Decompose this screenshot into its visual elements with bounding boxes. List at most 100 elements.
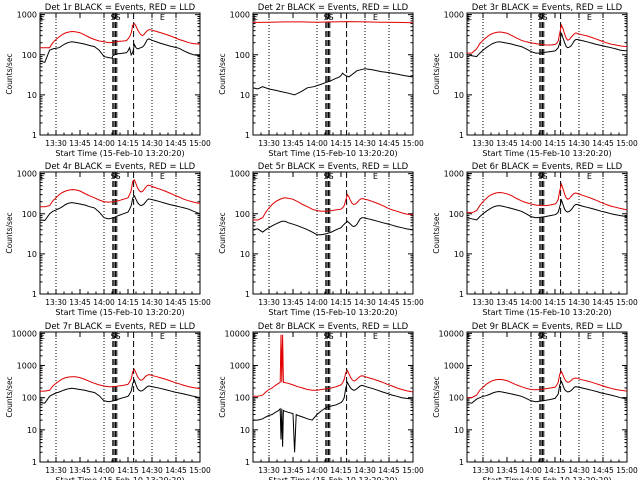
- y-axis-label: Counts/sec: [5, 212, 14, 253]
- x-tick-label: 13:45: [282, 139, 304, 148]
- chart-panel-3: Det 3r BLACK = Events, RED = LLD 1 10 100 10…: [432, 3, 638, 158]
- chart-panel-2: Det 2r BLACK = Events, RED = LLD 1 10 100 10…: [218, 3, 424, 158]
- x-tick-label: 13:30: [258, 466, 280, 475]
- y-tick-label: 10000: [439, 329, 464, 338]
- series-lld-line: [252, 21, 414, 24]
- y-axis-label: Counts/sec: [432, 212, 441, 253]
- y-tick-label: 10000: [225, 329, 250, 338]
- chart-title: Det 9r BLACK = Events, RED = LLD: [472, 322, 623, 332]
- series-events-line: [466, 32, 628, 58]
- event-marker-label: E: [40, 332, 45, 341]
- y-tick-label: 10: [240, 250, 250, 259]
- y-tick-label: 1: [459, 458, 464, 467]
- y-tick-label: 10: [454, 250, 464, 259]
- event-marker-label: E: [40, 172, 45, 181]
- x-tick-label: 14:15: [330, 466, 352, 475]
- series-lld-line: [253, 334, 414, 397]
- x-tick-label: 14:30: [141, 466, 163, 475]
- event-marker-label: SS: [323, 332, 333, 341]
- chart-panel-8: Det 8r BLACK = Events, RED = LLD 1 10 100 10…: [218, 322, 424, 480]
- event-marker-label: E: [160, 332, 165, 341]
- chart-title: Det 7r BLACK = Events, RED = LLD: [45, 322, 196, 332]
- chart-title: Det 1r BLACK = Events, RED = LLD: [45, 3, 196, 13]
- x-tick-label: 14:30: [354, 466, 376, 475]
- x-tick-label: 14:45: [378, 466, 400, 475]
- y-axis-label: Counts/sec: [432, 53, 441, 94]
- x-tick-label: 14:00: [93, 298, 115, 307]
- y-axis-label: Counts/sec: [432, 376, 441, 417]
- x-tick-label: 15:00: [616, 139, 638, 148]
- x-tick-label: 14:15: [544, 139, 566, 148]
- x-axis-label: Start Time (15-Feb-10 13:20:20): [268, 308, 397, 317]
- y-tick-label: 1: [459, 290, 464, 299]
- y-tick-label: 100: [449, 210, 464, 219]
- x-tick-label: 13:45: [69, 139, 91, 148]
- event-marker-label: E: [467, 13, 472, 22]
- x-tick-label: 13:30: [45, 466, 67, 475]
- x-tick-label: 14:30: [141, 298, 163, 307]
- x-tick-label: 13:45: [282, 298, 304, 307]
- series-lld-line: [466, 182, 628, 214]
- y-tick-label: 100: [22, 394, 37, 403]
- chart-panel-6: Det 6r BLACK = Events, RED = LLD 1 10 100 10…: [432, 162, 638, 317]
- event-marker-label: E: [587, 13, 592, 22]
- series-events-line: [39, 38, 201, 63]
- y-tick-label: 1: [245, 131, 250, 140]
- x-tick-label: 14:00: [520, 298, 542, 307]
- plot-frame: [252, 331, 414, 463]
- x-tick-label: 14:45: [165, 298, 187, 307]
- x-tick-label: 13:45: [496, 466, 518, 475]
- series-events-line: [39, 194, 201, 222]
- y-tick-label: 1000: [444, 170, 464, 179]
- x-tick-label: 15:00: [189, 298, 211, 307]
- y-tick-label: 1000: [230, 361, 250, 370]
- series-lld-line: [467, 23, 628, 54]
- event-marker-label: SS: [323, 172, 333, 181]
- y-tick-label: 10: [454, 426, 464, 435]
- event-marker-label: E: [160, 13, 165, 22]
- y-tick-label: 10: [240, 426, 250, 435]
- x-tick-label: 14:45: [592, 298, 614, 307]
- x-tick-label: 13:45: [69, 298, 91, 307]
- y-tick-label: 1: [459, 131, 464, 140]
- y-tick-label: 10: [27, 426, 37, 435]
- y-tick-label: 10: [454, 91, 464, 100]
- x-tick-label: 14:00: [93, 466, 115, 475]
- event-marker-label: SS: [110, 172, 120, 181]
- x-tick-label: 14:30: [354, 139, 376, 148]
- x-tick-label: 13:30: [472, 139, 494, 148]
- x-tick-label: 13:30: [258, 139, 280, 148]
- x-tick-label: 14:45: [592, 466, 614, 475]
- plot-frame: [39, 331, 201, 463]
- y-axis-label: Counts/sec: [5, 53, 14, 94]
- event-marker-label: E: [253, 332, 258, 341]
- event-marker-label: E: [40, 13, 45, 22]
- y-tick-label: 100: [22, 51, 37, 60]
- event-marker-label: E: [373, 332, 378, 341]
- y-tick-label: 10000: [12, 329, 37, 338]
- x-tick-label: 14:00: [520, 139, 542, 148]
- chart-title: Det 3r BLACK = Events, RED = LLD: [472, 3, 623, 13]
- x-tick-label: 14:15: [117, 139, 139, 148]
- x-tick-label: 14:45: [378, 139, 400, 148]
- x-axis-label: Start Time (15-Feb-10 13:20:20): [55, 149, 184, 158]
- series-events-line: [466, 380, 628, 404]
- x-tick-label: 14:00: [306, 139, 328, 148]
- series-events-line: [466, 198, 628, 221]
- event-marker-label: SS: [537, 172, 547, 181]
- plot-frame: [466, 331, 628, 463]
- y-tick-label: 100: [235, 210, 250, 219]
- x-tick-label: 13:45: [496, 298, 518, 307]
- y-tick-label: 10: [27, 91, 37, 100]
- x-tick-label: 14:45: [165, 466, 187, 475]
- y-axis-label: Counts/sec: [5, 376, 14, 417]
- chart-panel-5: Det 5r BLACK = Events, RED = LLD 1 10 100 10…: [218, 162, 424, 317]
- y-tick-label: 100: [235, 51, 250, 60]
- x-tick-label: 14:45: [165, 139, 187, 148]
- x-tick-label: 14:30: [568, 139, 590, 148]
- y-tick-label: 10: [240, 91, 250, 100]
- y-tick-label: 1: [245, 290, 250, 299]
- y-tick-label: 1: [32, 290, 37, 299]
- chart-panel-4: Det 4r BLACK = Events, RED = LLD 1 10 100 10…: [5, 162, 211, 317]
